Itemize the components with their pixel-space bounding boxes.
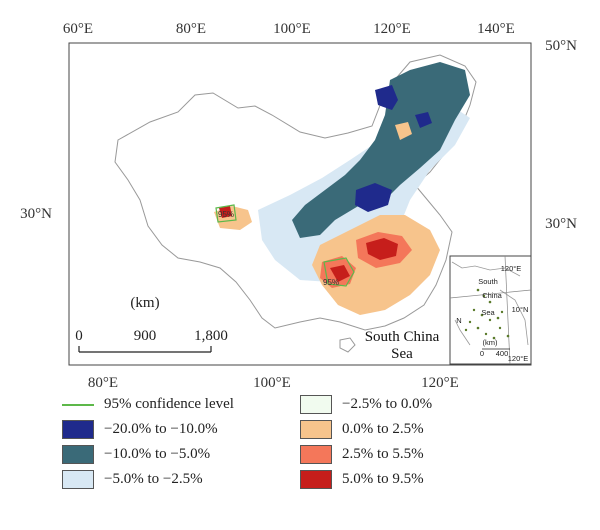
inset-islands [464,288,510,340]
lon-label-top: 60°E [63,21,93,37]
legend-label: −10.0% to −5.0% [104,445,211,462]
region-dark-blue-ne [375,85,398,110]
scale-unit: (km) [130,295,159,311]
lon-label-top: 140°E [477,21,515,37]
confidence-marker-label: 95% [218,210,234,219]
inset-sea-label: South [478,277,498,286]
hainan-outline [339,337,356,353]
lat-label-30n-left: 30°N [20,206,52,222]
inset-scale-tick: 0 [480,349,484,358]
inset-sea-label: Sea [481,308,495,317]
lon-label-bottom: 100°E [253,375,291,391]
legend-swatch [300,394,332,414]
map-frame [68,42,532,366]
scale-tick-label: 900 [134,328,157,344]
legend-swatch [62,419,94,439]
legend-label: −2.5% to 0.0% [342,395,433,412]
inset-lon-label: 120°E [501,264,522,273]
legend-label: 5.0% to 9.5% [342,470,424,487]
sea-label: Sea [391,346,413,362]
inset-grid-line [449,289,532,299]
region-red-southwest [330,265,350,282]
scale-bar: (km) 0 900 1,800 [75,295,228,353]
lat-label-30n-right: 30°N [545,216,577,232]
inset-scale-tick: 400 [496,349,509,358]
legend-item: −10.0% to −5.0% [62,443,210,465]
lon-label-bottom: 80°E [88,375,118,391]
legend: 95% confidence level −20.0% to −10.0% −1… [62,393,582,523]
inset-coastline [451,261,529,346]
legend-label: −5.0% to −2.5% [104,470,203,487]
lon-label-top: 120°E [373,21,411,37]
lat-label-50n: 50°N [545,38,577,54]
inset-sea-label: China [482,291,502,300]
legend-item-confidence: 95% confidence level [62,393,234,415]
legend-swatch [300,469,332,489]
legend-label: 95% confidence level [104,395,234,412]
legend-item: 5.0% to 9.5% [300,468,424,490]
legend-item: −5.0% to −2.5% [62,468,203,490]
region-dark-blue-mid [355,183,392,212]
legend-label: −20.0% to −10.0% [104,420,218,437]
south-china-sea-inset: 120°E South China Sea (km) 0 400 120°E N… [449,255,532,365]
confidence-marker-label: 95% [323,278,339,287]
inset-lon-label: 120°E [508,354,529,363]
region-red-west [219,206,232,218]
region-dark-blue-nw [415,112,432,128]
inset-frame [449,255,532,365]
legend-swatch [62,469,94,489]
legend-item: 2.5% to 5.5% [300,443,424,465]
lon-label-top: 100°E [273,21,311,37]
china-trend-map: 60°E 80°E 100°E 120°E 140°E 80°E 100°E 1… [20,21,577,391]
inset-north-label: N [456,316,461,325]
region-dark-teal [292,62,470,238]
legend-item: −20.0% to −10.0% [62,418,218,440]
lon-label-top: 80°E [176,21,206,37]
region-orange-north [395,122,412,140]
confidence-line-symbol [62,395,94,414]
trend-shading [214,62,470,315]
scale-tick-label: 1,800 [194,328,228,344]
legend-item: −2.5% to 0.0% [300,393,432,415]
sea-label: South China [365,329,440,345]
region-red-central [366,238,398,260]
legend-swatch [62,444,94,464]
confidence-contour-southwest [323,257,355,287]
legend-item: 0.0% to 2.5% [300,418,424,440]
inset-lat-label: 10°N [512,305,529,314]
lon-label-bottom: 120°E [421,375,459,391]
legend-label: 0.0% to 2.5% [342,420,424,437]
legend-swatch [300,419,332,439]
legend-swatch [300,444,332,464]
inset-grid-line [504,255,511,365]
legend-label: 2.5% to 5.5% [342,445,424,462]
country-outline [114,54,477,331]
inset-scale-unit: (km) [483,338,498,347]
scale-tick-label: 0 [75,328,83,344]
confidence-contour-west [215,204,237,223]
